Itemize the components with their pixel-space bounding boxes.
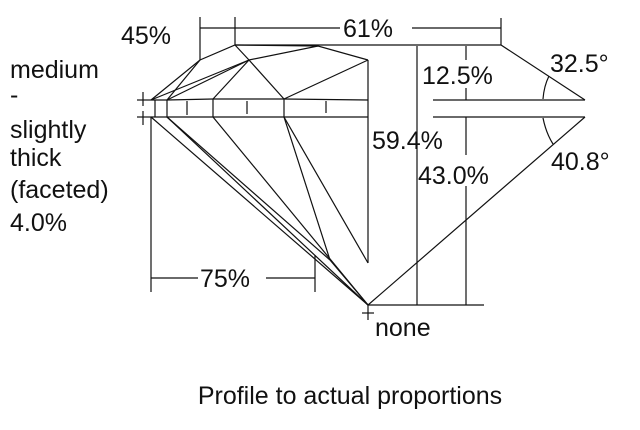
diamond-outline bbox=[150, 44, 586, 306]
svg-text:4.0%: 4.0% bbox=[10, 209, 67, 237]
girdle-facets bbox=[154, 99, 327, 117]
girdle-label: medium - slightly thick (faceted) 4.0% bbox=[10, 56, 109, 237]
pavilion-angle-label: 40.8° bbox=[551, 148, 610, 176]
svg-text:thick: thick bbox=[10, 144, 62, 172]
crown-ratio-label: 45% bbox=[121, 22, 171, 50]
dimension-lines bbox=[137, 17, 585, 320]
table-label: 61% bbox=[343, 15, 393, 43]
crown-angle-label: 32.5° bbox=[550, 50, 609, 78]
caption: Profile to actual proportions bbox=[198, 382, 502, 410]
lower-half-label: 75% bbox=[200, 265, 250, 293]
svg-text:slightly: slightly bbox=[10, 116, 87, 144]
pavilion-depth-label: 43.0% bbox=[418, 162, 489, 190]
total-depth-label: 59.4% bbox=[372, 127, 443, 155]
culet-label: none bbox=[375, 314, 431, 342]
crown-height-label: 12.5% bbox=[422, 62, 493, 90]
svg-text:-: - bbox=[10, 81, 18, 109]
svg-text:(faceted): (faceted) bbox=[10, 176, 109, 204]
svg-text:medium: medium bbox=[10, 56, 99, 84]
